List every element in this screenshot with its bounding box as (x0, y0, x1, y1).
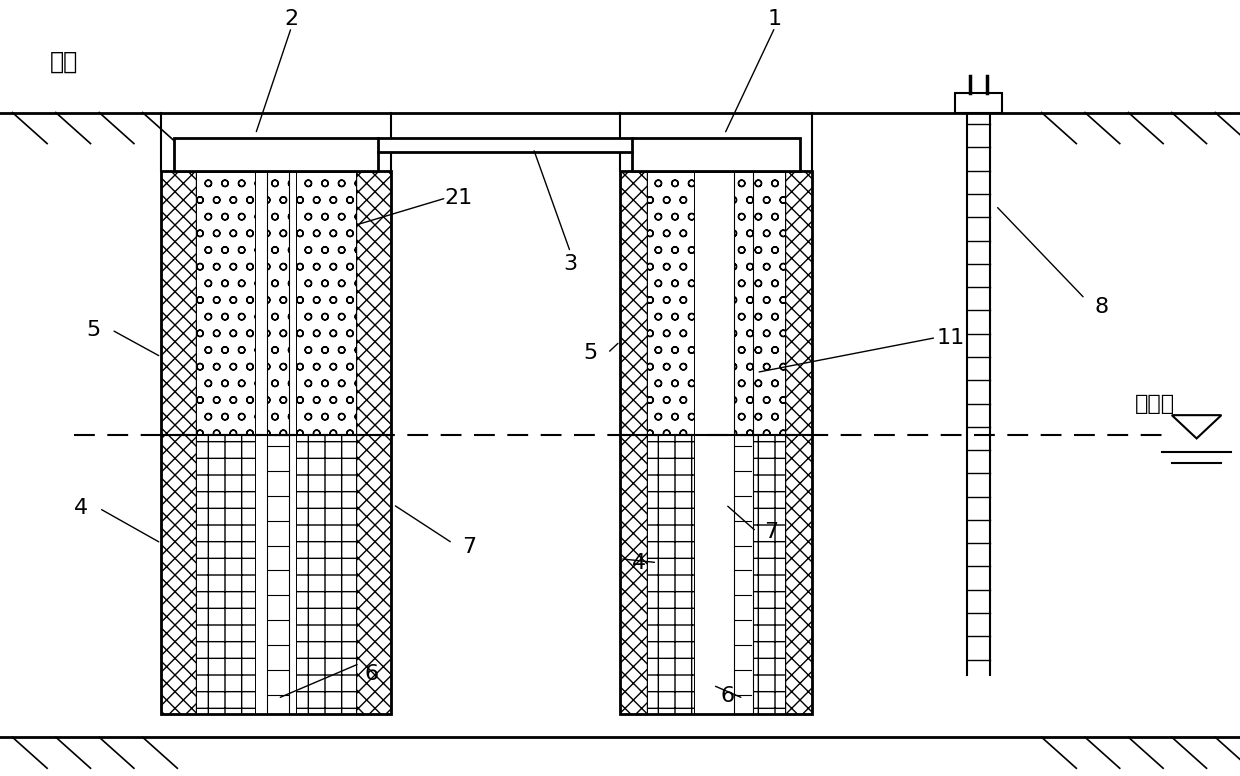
Text: 6: 6 (720, 686, 735, 706)
Text: 1: 1 (768, 9, 782, 29)
Bar (647, 435, 694, 714)
Bar (785, 171, 812, 714)
Text: 21: 21 (445, 188, 472, 208)
Text: 3: 3 (563, 254, 578, 274)
Text: 4: 4 (631, 553, 646, 573)
Bar (196, 171, 255, 435)
Text: 2: 2 (284, 9, 299, 29)
Bar (378, 138, 632, 152)
Text: 水位面: 水位面 (1135, 393, 1174, 414)
Text: 5: 5 (583, 343, 598, 363)
Bar (196, 435, 255, 714)
Text: 地面: 地面 (50, 50, 78, 74)
Text: 4: 4 (73, 498, 88, 518)
Bar (620, 171, 812, 714)
Bar (734, 171, 753, 435)
Bar (734, 435, 753, 714)
Text: 7: 7 (764, 521, 779, 542)
Bar (955, 93, 1002, 113)
Bar (620, 171, 647, 714)
Bar (161, 171, 196, 714)
Text: 5: 5 (86, 320, 100, 340)
Text: 8: 8 (1094, 296, 1109, 317)
Bar (161, 171, 391, 714)
Bar (174, 138, 378, 171)
Bar (356, 171, 391, 714)
Bar (296, 171, 356, 435)
Bar (738, 435, 785, 714)
Text: 6: 6 (365, 663, 379, 684)
Bar (632, 138, 800, 171)
Bar (738, 171, 785, 435)
Bar (267, 435, 289, 714)
Bar (694, 171, 738, 714)
Bar (647, 171, 694, 435)
Text: 7: 7 (461, 537, 476, 557)
Bar (267, 171, 289, 435)
Bar (255, 171, 296, 714)
Text: 11: 11 (937, 327, 965, 348)
Bar (296, 435, 356, 714)
